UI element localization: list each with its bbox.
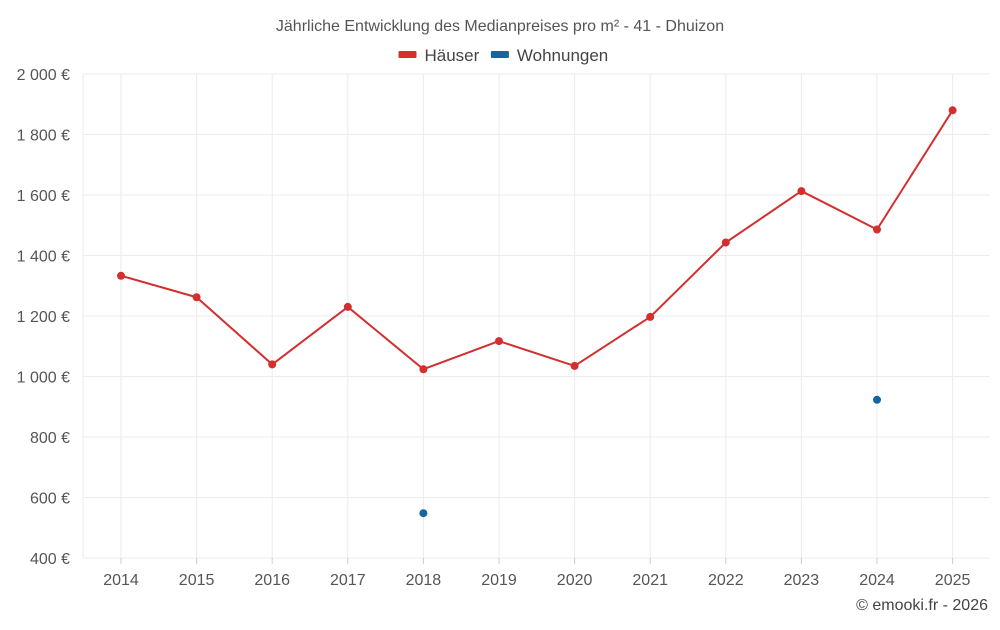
legend-swatch xyxy=(490,51,509,58)
data-point[interactable] xyxy=(419,509,428,518)
y-tick-label: 800 € xyxy=(30,430,70,447)
data-point[interactable] xyxy=(873,225,881,234)
data-point[interactable] xyxy=(721,238,730,247)
x-tick-label: 2022 xyxy=(708,572,744,589)
series-haeuser xyxy=(117,106,957,374)
legend-swatch xyxy=(398,51,417,58)
legend-item[interactable]: Wohnungen xyxy=(490,46,608,65)
data-point[interactable] xyxy=(570,361,579,370)
x-tick-label: 2014 xyxy=(103,572,139,589)
grid xyxy=(82,73,990,559)
y-tick-label: 1 400 € xyxy=(17,249,70,266)
legend-item[interactable]: Häuser xyxy=(398,46,480,65)
legend-label: Wohnungen xyxy=(517,46,608,65)
data-point[interactable] xyxy=(419,365,428,374)
data-point[interactable] xyxy=(495,337,503,346)
data-point[interactable] xyxy=(873,395,881,404)
series xyxy=(117,106,957,518)
legend-label: Häuser xyxy=(425,46,480,65)
data-point[interactable] xyxy=(117,271,125,280)
legend: Häuser Wohnungen xyxy=(398,46,608,65)
x-tick-label: 2015 xyxy=(179,572,215,589)
x-tick-label: 2016 xyxy=(254,572,290,589)
x-tick-label: 2017 xyxy=(330,572,366,589)
data-point[interactable] xyxy=(646,312,655,321)
y-tick-label: 1 800 € xyxy=(17,128,70,145)
series-wohnungen xyxy=(419,395,881,518)
data-point[interactable] xyxy=(797,187,806,196)
y-tick-label: 1 200 € xyxy=(17,309,70,326)
y-tick-label: 600 € xyxy=(30,491,70,508)
x-tick-label: 2020 xyxy=(557,572,593,589)
x-tick-label: 2021 xyxy=(632,572,668,589)
y-tick-label: 2 000 € xyxy=(17,67,70,84)
series-line xyxy=(120,109,954,371)
chart-title: Jährliche Entwicklung des Medianpreises … xyxy=(276,18,724,35)
credit-text: © emooki.fr - 2026 xyxy=(856,597,988,614)
y-tick-label: 1 600 € xyxy=(17,188,70,205)
x-tick-label: 2018 xyxy=(406,572,442,589)
data-point[interactable] xyxy=(948,106,957,115)
data-point[interactable] xyxy=(192,293,201,302)
x-tick-label: 2025 xyxy=(935,572,971,589)
y-tick-label: 400 € xyxy=(30,551,70,568)
x-tick-label: 2023 xyxy=(784,572,820,589)
axes: 400 € 600 € 800 € 1 000 € 1 200 € 1 400 € 1 60… xyxy=(17,67,971,589)
data-point[interactable] xyxy=(268,360,277,369)
data-point[interactable] xyxy=(343,302,352,311)
x-tick-label: 2024 xyxy=(859,572,895,589)
x-tick-label: 2019 xyxy=(481,572,517,589)
y-tick-label: 1 000 € xyxy=(17,370,70,387)
